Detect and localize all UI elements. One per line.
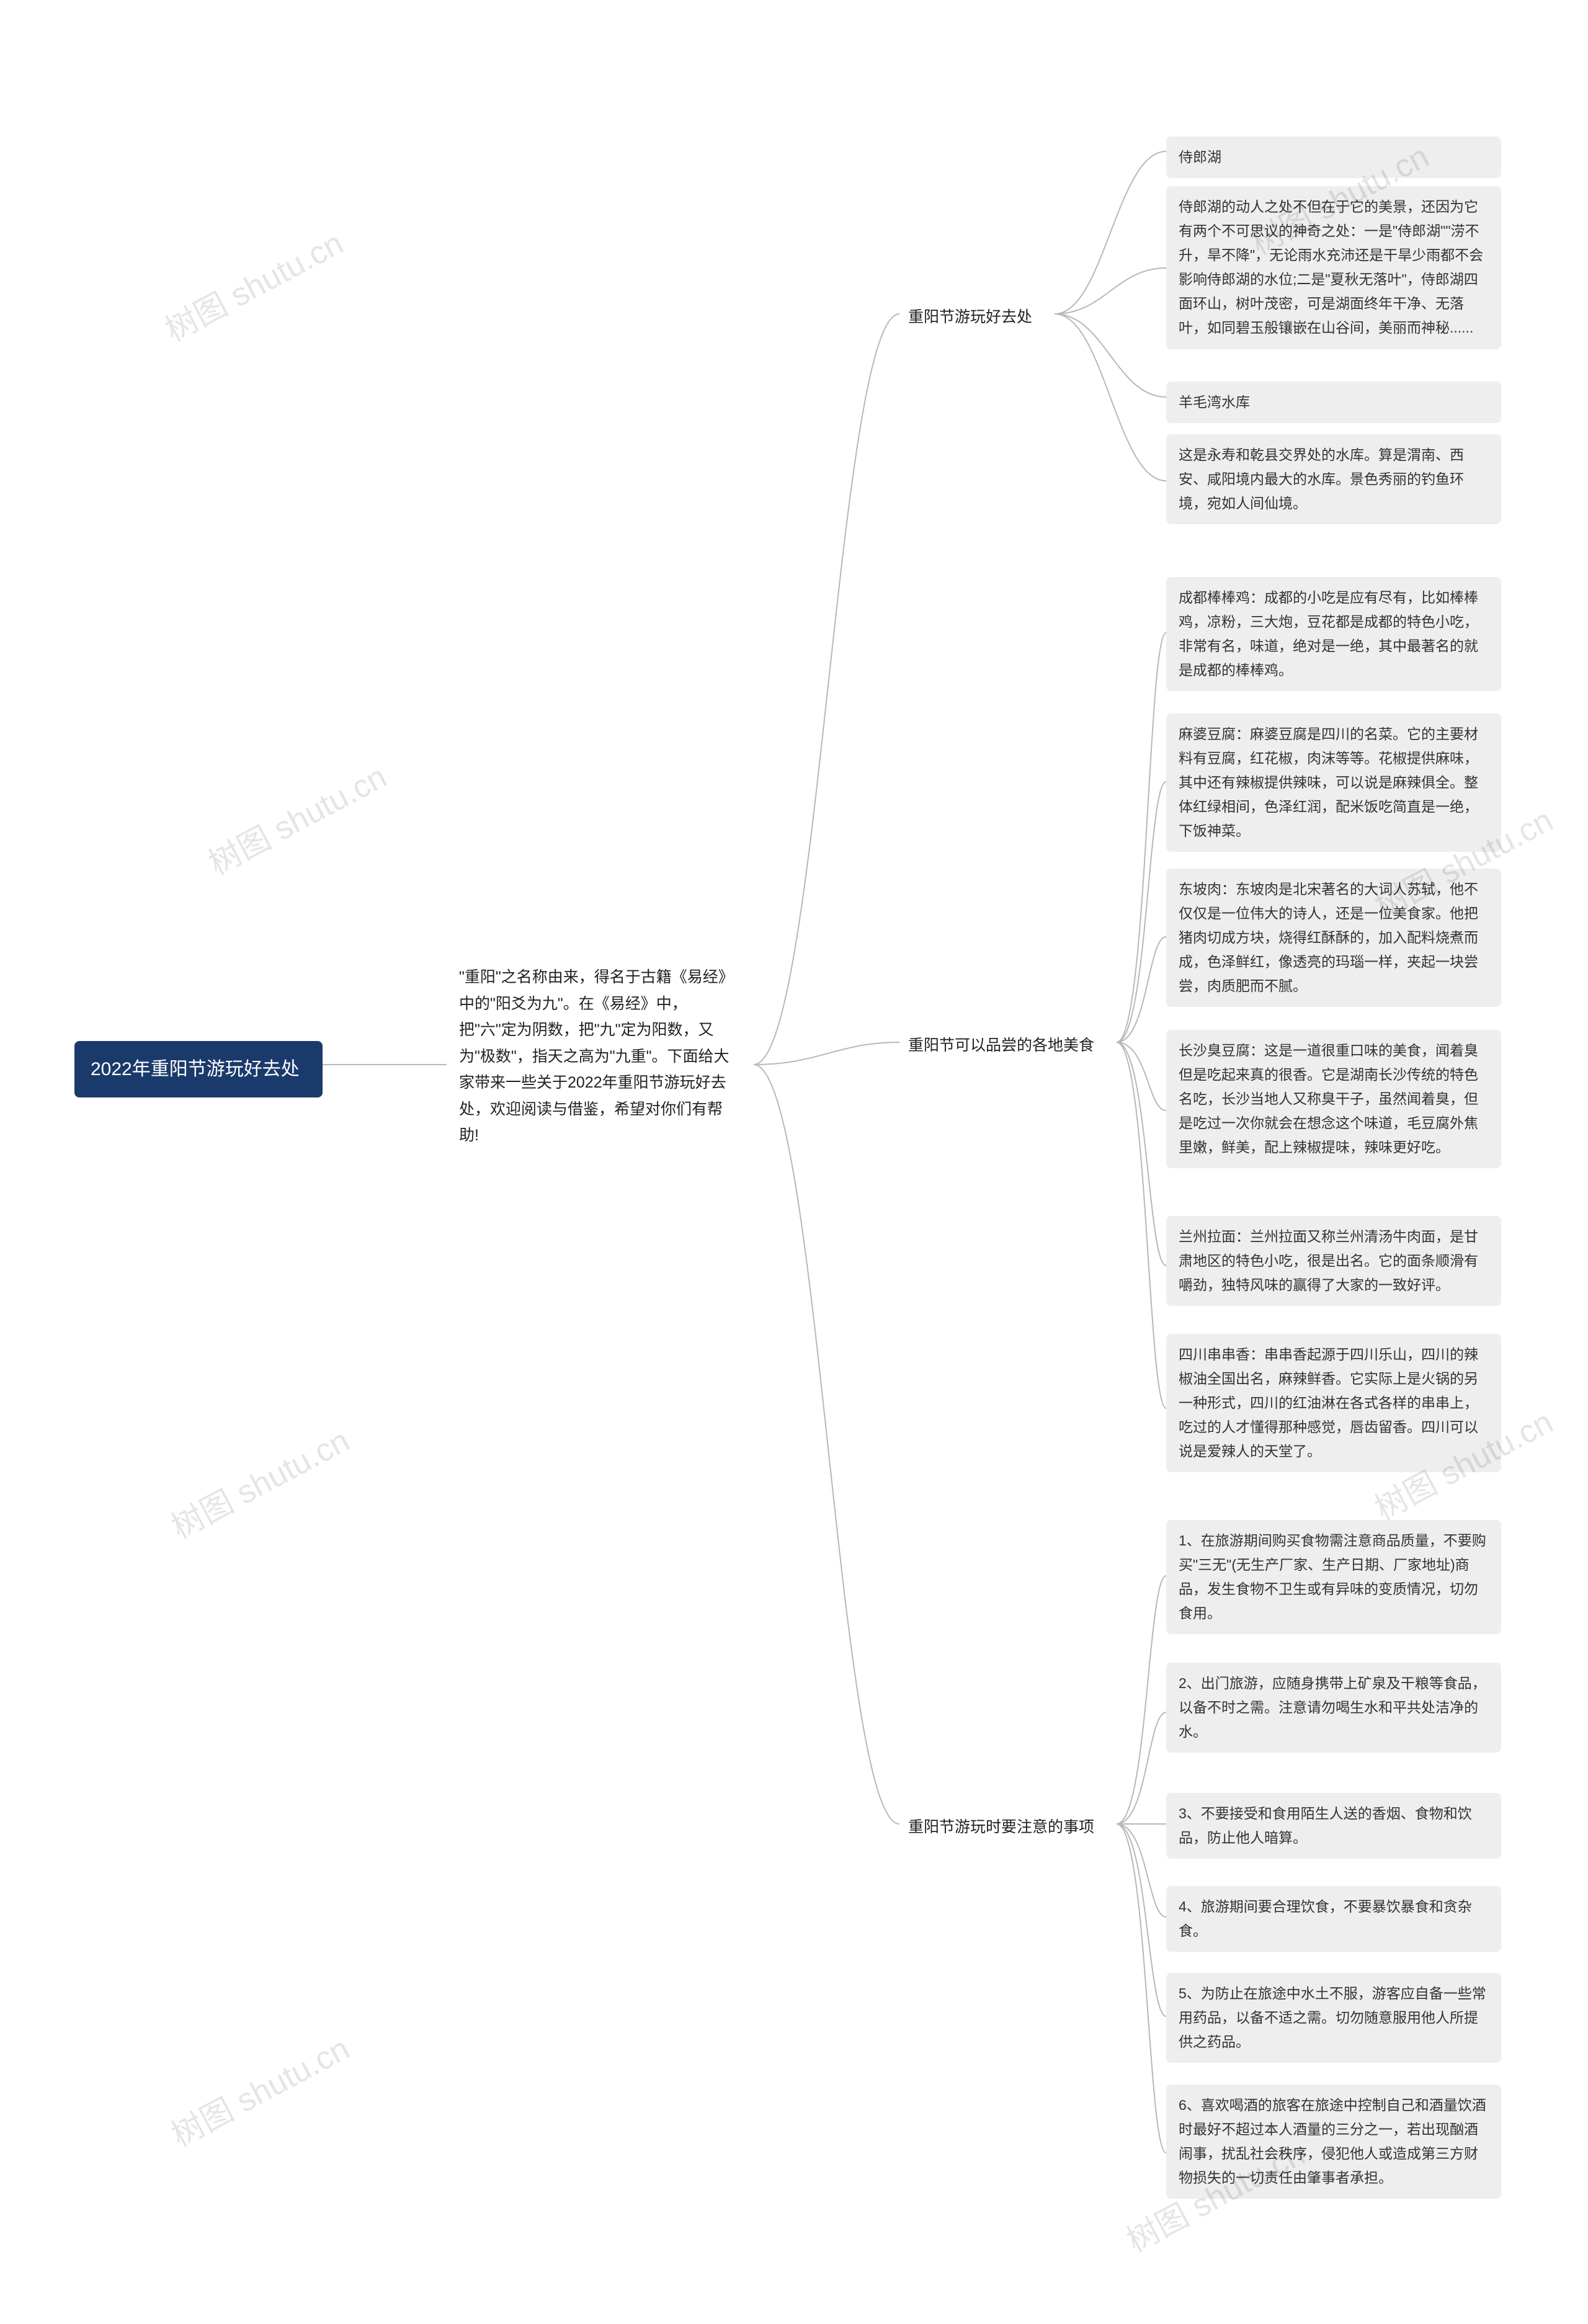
branch-places[interactable]: 重阳节游玩好去处 [899,299,1061,336]
branch-food[interactable]: 重阳节可以品尝的各地美食 [899,1027,1123,1064]
watermark: 树图 shutu.cn [162,1415,356,1547]
leaf-note-6[interactable]: 6、喜欢喝酒的旅客在旅途中控制自己和酒量饮酒时最好不超过本人酒量的三分之一，若出… [1166,2085,1501,2199]
leaf-yangmaowan-desc[interactable]: 这是永寿和乾县交界处的水库。算是渭南、西安、咸阳境内最大的水库。景色秀丽的钓鱼环… [1166,434,1501,524]
watermark: 树图 shutu.cn [156,217,350,350]
leaf-yangmaowan-title[interactable]: 羊毛湾水库 [1166,382,1501,423]
watermark: 树图 shutu.cn [199,751,393,883]
leaf-shilanghu-desc[interactable]: 侍郎湖的动人之处不但在于它的美景，还因为它有两个不可思议的神奇之处：一是"侍郎湖… [1166,186,1501,349]
watermark: 树图 shutu.cn [162,2022,356,2155]
leaf-sichuan-chuanchuan[interactable]: 四川串串香：串串香起源于四川乐山，四川的辣椒油全国出名，麻辣鲜香。它实际上是火锅… [1166,1334,1501,1472]
mindmap-canvas: 2022年重阳节游玩好去处 "重阳"之名称由来，得名于古籍《易经》中的"阳爻为九… [0,0,1588,2324]
leaf-chengdu-bangbangji[interactable]: 成都棒棒鸡：成都的小吃是应有尽有，比如棒棒鸡，凉粉，三大炮，豆花都是成都的特色小… [1166,577,1501,691]
leaf-shilanghu-title[interactable]: 侍郎湖 [1166,136,1501,178]
root-node[interactable]: 2022年重阳节游玩好去处 [74,1041,323,1097]
intro-node[interactable]: "重阳"之名称由来，得名于古籍《易经》中的"阳爻为九"。在《易经》中，把"六"定… [447,955,754,1158]
leaf-note-4[interactable]: 4、旅游期间要合理饮食，不要暴饮暴食和贪杂食。 [1166,1886,1501,1952]
leaf-dongpo-pork[interactable]: 东坡肉：东坡肉是北宋著名的大词人苏轼，他不仅仅是一位伟大的诗人，还是一位美食家。… [1166,869,1501,1007]
leaf-note-1[interactable]: 1、在旅游期间购买食物需注意商品质量，不要购买"三无"(无生产厂家、生产日期、厂… [1166,1520,1501,1634]
leaf-mapo-tofu[interactable]: 麻婆豆腐：麻婆豆腐是四川的名菜。它的主要材料有豆腐，红花椒，肉沫等等。花椒提供麻… [1166,713,1501,852]
leaf-note-5[interactable]: 5、为防止在旅途中水土不服，游客应自备一些常用药品，以备不适之需。切勿随意服用他… [1166,1973,1501,2063]
leaf-lanzhou-noodle[interactable]: 兰州拉面：兰州拉面又称兰州清汤牛肉面，是甘肃地区的特色小吃，很是出名。它的面条顺… [1166,1216,1501,1306]
leaf-changsha-tofu[interactable]: 长沙臭豆腐：这是一道很重口味的美食，闻着臭但是吃起来真的很香。它是湖南长沙传统的… [1166,1030,1501,1168]
leaf-note-2[interactable]: 2、出门旅游，应随身携带上矿泉及干粮等食品，以备不时之需。注意请勿喝生水和平共处… [1166,1663,1501,1753]
leaf-note-3[interactable]: 3、不要接受和食用陌生人送的香烟、食物和饮品，防止他人暗算。 [1166,1793,1501,1859]
branch-notes[interactable]: 重阳节游玩时要注意的事项 [899,1809,1123,1846]
